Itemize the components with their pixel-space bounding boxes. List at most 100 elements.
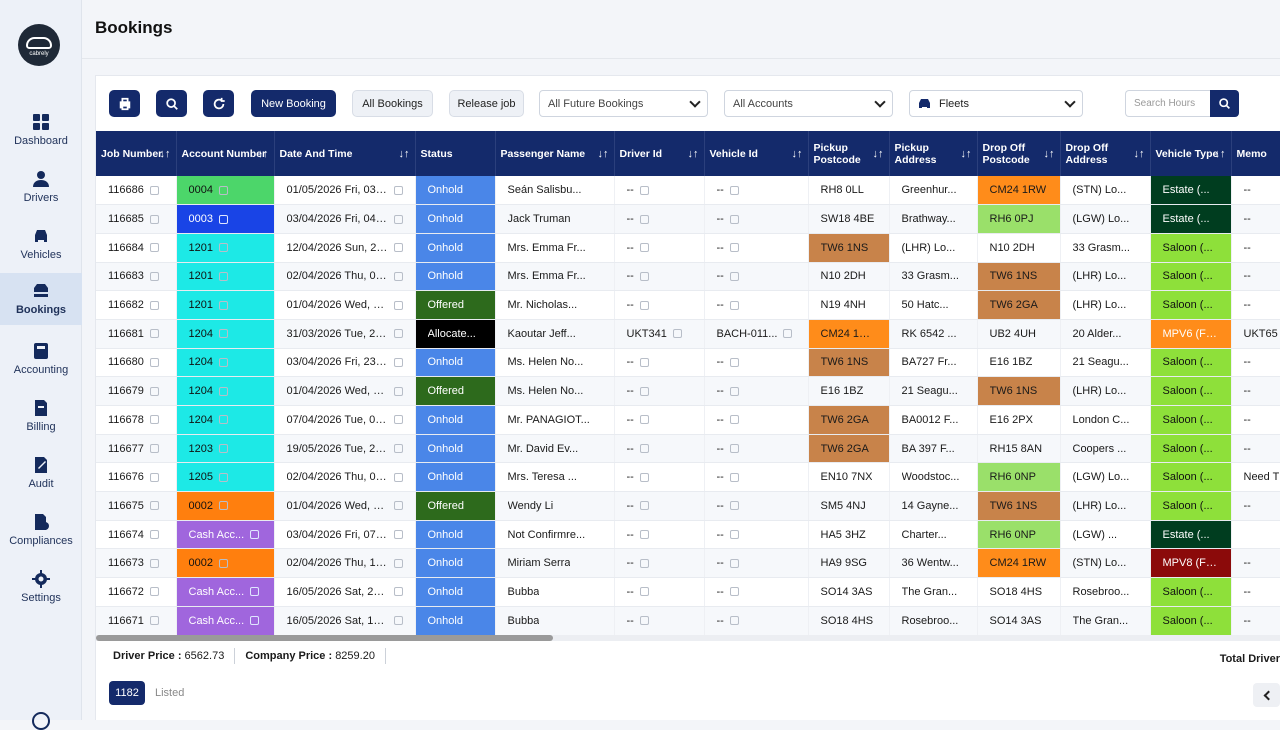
header-vehicle-id[interactable]: Vehicle Id ↓↑ <box>704 131 809 176</box>
table-row[interactable]: 116671 Cash Acc... 16/05/2026 Sat, 14:00 On… <box>96 606 1280 635</box>
copy-icon[interactable] <box>729 530 739 540</box>
table-row[interactable]: 116686 0004 01/05/2026 Fri, 03:00 Onhold Seá… <box>96 176 1280 206</box>
copy-icon[interactable] <box>394 329 403 339</box>
sidebar-item-vehicles[interactable]: Vehicles <box>0 218 82 270</box>
accounts-dropdown[interactable]: All Accounts <box>724 90 893 117</box>
header-pickup-postcode[interactable]: Pickup Postcode ↓↑ <box>808 131 890 176</box>
future-bookings-dropdown[interactable]: All Future Bookings <box>539 90 708 117</box>
release-job-button[interactable]: Release job <box>449 90 524 117</box>
table-row[interactable]: 116680 1204 03/04/2026 Fri, 23:15 Onhold Ms.… <box>96 348 1280 378</box>
refresh-button[interactable] <box>203 90 234 117</box>
scrollbar-thumb[interactable] <box>96 635 553 641</box>
help-icon[interactable] <box>32 712 50 730</box>
copy-icon[interactable] <box>218 185 228 195</box>
copy-icon[interactable] <box>393 587 403 597</box>
sort-icon[interactable]: ↓↑ <box>1133 148 1145 160</box>
copy-icon[interactable] <box>729 472 739 482</box>
copy-icon[interactable] <box>218 300 228 310</box>
copy-icon[interactable] <box>729 558 739 568</box>
copy-icon[interactable] <box>639 558 649 568</box>
copy-icon[interactable] <box>149 386 159 396</box>
copy-icon[interactable] <box>149 472 159 482</box>
previous-page-button[interactable] <box>1253 683 1280 707</box>
table-row[interactable]: 116685 0003 03/04/2026 Fri, 04:30 Onhold Jac… <box>96 204 1280 234</box>
copy-icon[interactable] <box>393 214 403 224</box>
copy-icon[interactable] <box>250 587 260 597</box>
copy-icon[interactable] <box>218 386 228 396</box>
sort-icon[interactable]: ↓↑ <box>1214 148 1226 160</box>
copy-icon[interactable] <box>149 616 159 626</box>
table-row[interactable]: 116672 Cash Acc... 16/05/2026 Sat, 23:00 On… <box>96 577 1280 607</box>
search-button[interactable] <box>156 90 187 117</box>
copy-icon[interactable] <box>218 243 228 253</box>
copy-icon[interactable] <box>149 587 159 597</box>
table-row[interactable]: 116673 0002 02/04/2026 Thu, 14:30 Onhold Mir… <box>96 548 1280 579</box>
header-drop-off-postcode[interactable]: Drop Off Postcode ↓↑ <box>977 131 1061 176</box>
copy-icon[interactable] <box>393 530 403 540</box>
header-account-number[interactable]: Account Number ↓↑ <box>176 131 275 176</box>
copy-icon[interactable] <box>729 243 739 253</box>
header-driver-id[interactable]: Driver Id ↓↑ <box>614 131 705 176</box>
sidebar-item-accounting[interactable]: Accounting <box>0 333 82 385</box>
copy-icon[interactable] <box>149 271 159 281</box>
copy-icon[interactable] <box>149 501 159 511</box>
copy-icon[interactable] <box>218 271 228 281</box>
header-drop-off-address[interactable]: Drop Off Address ↓↑ <box>1060 131 1151 176</box>
copy-icon[interactable] <box>218 472 228 482</box>
sidebar-item-settings[interactable]: Settings <box>0 561 82 613</box>
horizontal-scrollbar[interactable] <box>96 635 1280 641</box>
sort-icon[interactable]: ↓↑ <box>257 148 269 160</box>
table-row[interactable]: 116676 1205 02/04/2026 Thu, 08:00 Onhold Mrs… <box>96 462 1280 493</box>
copy-icon[interactable] <box>394 558 403 568</box>
copy-icon[interactable] <box>729 214 739 224</box>
copy-icon[interactable] <box>729 415 739 425</box>
copy-icon[interactable] <box>394 243 403 253</box>
copy-icon[interactable] <box>218 444 228 454</box>
copy-icon[interactable] <box>639 444 649 454</box>
copy-icon[interactable] <box>218 214 228 224</box>
copy-icon[interactable] <box>729 271 739 281</box>
copy-icon[interactable] <box>639 472 649 482</box>
table-row[interactable]: 116681 1204 31/03/2026 Tue, 23:45 Allocate.… <box>96 319 1280 349</box>
copy-icon[interactable] <box>729 357 739 367</box>
header-date-and-time[interactable]: Date And Time ↓↑ <box>274 131 416 176</box>
sort-icon[interactable]: ↓↑ <box>687 148 699 160</box>
copy-icon[interactable] <box>394 415 403 425</box>
header-passenger-name[interactable]: Passenger Name ↓↑ <box>495 131 615 176</box>
copy-icon[interactable] <box>149 357 159 367</box>
print-button[interactable] <box>109 90 140 117</box>
copy-icon[interactable] <box>218 415 228 425</box>
copy-icon[interactable] <box>639 214 649 224</box>
search-hours-button[interactable] <box>1210 90 1239 117</box>
sort-icon[interactable]: ↓↑ <box>791 148 803 160</box>
copy-icon[interactable] <box>639 501 649 511</box>
table-row[interactable]: 116678 1204 07/04/2026 Tue, 07:10 Onhold Mr.… <box>96 405 1280 435</box>
copy-icon[interactable] <box>729 616 739 626</box>
header-pickup-address[interactable]: Pickup Address ↓↑ <box>889 131 978 176</box>
table-row[interactable]: 116677 1203 19/05/2026 Tue, 22:05 Onhold Mr.… <box>96 434 1280 464</box>
sidebar-item-dashboard[interactable]: Dashboard <box>0 104 82 156</box>
sort-icon[interactable]: ↓↑ <box>398 148 410 160</box>
copy-icon[interactable] <box>639 185 649 195</box>
copy-icon[interactable] <box>218 329 228 339</box>
copy-icon[interactable] <box>218 558 228 568</box>
copy-icon[interactable] <box>149 243 159 253</box>
copy-icon[interactable] <box>639 587 649 597</box>
copy-icon[interactable] <box>783 329 793 339</box>
copy-icon[interactable] <box>149 329 159 339</box>
sidebar-item-audit[interactable]: Audit <box>0 447 82 499</box>
copy-icon[interactable] <box>149 444 159 454</box>
copy-icon[interactable] <box>394 386 403 396</box>
copy-icon[interactable] <box>639 357 649 367</box>
sort-icon[interactable]: ↓↑ <box>960 148 972 160</box>
copy-icon[interactable] <box>250 616 260 626</box>
table-row[interactable]: 116674 Cash Acc... 03/04/2026 Fri, 07:15 On… <box>96 520 1280 550</box>
search-hours-input[interactable]: Search Hours <box>1125 90 1211 117</box>
copy-icon[interactable] <box>149 530 159 540</box>
copy-icon[interactable] <box>393 357 403 367</box>
copy-icon[interactable] <box>729 444 739 454</box>
header-vehicle-type[interactable]: Vehicle Type ↓↑ <box>1150 131 1232 176</box>
copy-icon[interactable] <box>729 300 739 310</box>
copy-icon[interactable] <box>639 300 649 310</box>
